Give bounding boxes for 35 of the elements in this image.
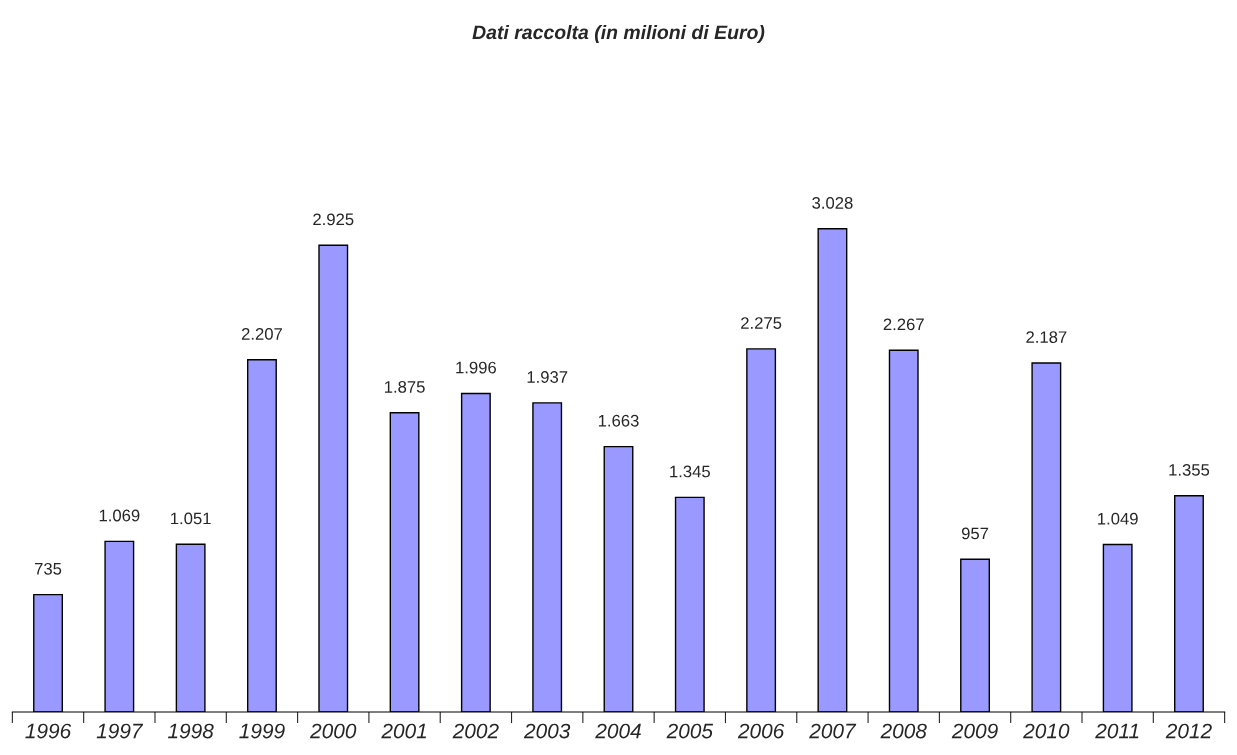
data-label: 1.663	[598, 414, 639, 427]
x-tick-label: 2010	[1023, 723, 1070, 739]
x-tick-label: 2001	[381, 723, 426, 739]
x-tick-label: 2004	[595, 723, 641, 739]
data-label: 1.051	[171, 512, 211, 525]
x-tick-label: 2002	[452, 723, 499, 739]
x-tick-label: 2011	[1095, 723, 1139, 739]
data-label: 1.937	[527, 371, 568, 383]
x-tick-label: 2005	[666, 723, 714, 739]
data-label: 735	[34, 562, 62, 575]
x-tick-label: 2000	[309, 723, 357, 739]
x-tick-label: 2012	[1165, 723, 1212, 739]
x-tick-label: 1996	[25, 723, 72, 739]
x-tick-label: 1998	[168, 723, 214, 739]
data-label: 957	[961, 527, 989, 540]
data-label: 1.996	[456, 361, 496, 374]
data-label: 1.069	[99, 509, 140, 522]
chart-title: Dati raccolta (in milioni di Euro)	[472, 24, 765, 44]
x-tick-label: 2008	[880, 723, 927, 739]
data-label: 2.275	[741, 317, 782, 329]
data-label: 1.875	[384, 380, 425, 393]
data-label: 1.345	[670, 465, 710, 478]
x-tick-label: 2007	[809, 723, 857, 739]
data-label: 2.187	[1026, 331, 1067, 344]
data-label: 3.028	[812, 197, 853, 209]
data-label: 2.925	[313, 213, 354, 226]
x-tick-label: 2006	[737, 723, 785, 739]
data-label: 1.355	[1169, 463, 1210, 476]
x-tick-label: 1999	[239, 723, 285, 739]
x-tick-label: 1997	[96, 723, 144, 739]
data-label: 1.049	[1098, 512, 1138, 525]
x-tick-label: 2003	[523, 723, 571, 739]
data-label: 2.267	[883, 318, 924, 331]
data-label: 2.207	[241, 328, 282, 340]
x-tick-label: 2009	[951, 723, 998, 739]
